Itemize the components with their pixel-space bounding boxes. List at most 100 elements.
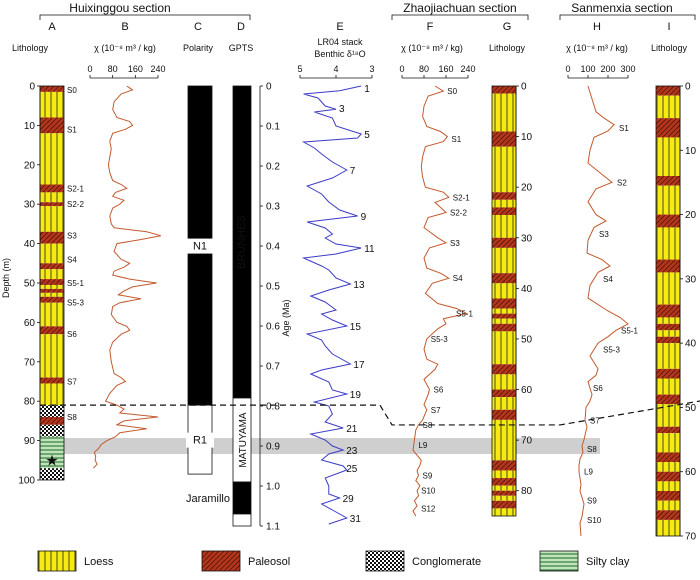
mis-label: 31	[350, 514, 362, 525]
huixinggou-chi-tick-label: 0	[87, 64, 92, 74]
zhaojiachuan-layer-paleosol	[492, 490, 516, 496]
sanmenxia-chi-plot: 0 100 200 300 S1 S2 S3 S4 S5-1 S5-3 S6 S7 S8 L9 S9 S10	[565, 64, 638, 537]
zhaojiachuan-depth-axis: 0 10 20 30 40 50 60 70 80	[515, 82, 533, 497]
zhaojiachuan-layer-paleosol	[492, 389, 516, 398]
huixinggou-layer-loess	[40, 292, 64, 297]
column-label-a: Lithology	[12, 43, 49, 53]
column-label-h: χ (10⁻⁸ m³ / kg)	[566, 43, 628, 53]
huixinggou-soil-label: S4	[67, 255, 77, 264]
gray-band-rect	[40, 438, 600, 454]
mis-label: 11	[364, 244, 375, 255]
huixinggou-layer-conglomerate	[40, 405, 64, 417]
zhaojiachuan-soil-label: S2-2	[450, 208, 467, 217]
column-letter-h: H	[593, 21, 601, 33]
age-tick-label: 0.3	[266, 202, 280, 213]
sanmenxia-layer-loess	[656, 317, 680, 324]
zhaojiachuan-soil-label: S5-3	[431, 335, 448, 344]
huixinggou-depth-tick-label: 0	[29, 82, 35, 93]
legend-label-loess: Loess	[84, 556, 114, 568]
mis-label: 5	[364, 130, 370, 141]
zhaojiachuan-layer-paleosol	[492, 237, 516, 248]
zhaojiachuan-layer-loess	[492, 93, 516, 132]
gpts-chron-label: Jaramillo	[186, 493, 230, 505]
zhaojiachuan-layer-loess	[492, 508, 516, 516]
gray-band	[40, 438, 600, 454]
sanmenxia-soil-label: S10	[587, 516, 602, 525]
zhaojiachuan-layer-paleosol	[492, 323, 516, 332]
polarity-label: N1	[193, 241, 207, 253]
huixinggou-soil-label: S2-1	[67, 184, 84, 193]
sanmenxia-soil-label: S4	[603, 275, 613, 284]
age-tick-label: 0.1	[266, 122, 280, 133]
zhaojiachuan-depth-tick-label: 30	[521, 233, 533, 244]
zhaojiachuan-chi-tick-label: 240	[460, 64, 475, 74]
age-tick-label: 0.2	[266, 162, 280, 173]
huixinggou-layer-loess	[40, 334, 64, 378]
mis-label: 13	[353, 280, 365, 291]
section-title-huixinggou: Huixinggou section	[69, 1, 170, 15]
legend-label-paleosol: Paleosol	[248, 556, 290, 568]
huixinggou-soil-label: S3	[67, 232, 77, 241]
zhaojiachuan-layer-paleosol	[492, 207, 516, 215]
sanmenxia-layer-loess	[656, 95, 680, 119]
zhaojiachuan-layer-paleosol	[492, 192, 516, 200]
mis-label: 1	[364, 84, 370, 95]
gpts-chron-label: MATUYAMA	[238, 412, 249, 468]
zhaojiachuan-depth-tick-label: 50	[521, 334, 533, 345]
huixinggou-depth-tick-label: 40	[24, 239, 36, 250]
huixinggou-chi-curve	[93, 85, 161, 469]
zhaojiachuan-depth-tick-label: 40	[521, 284, 533, 295]
sanmenxia-chi-tick-label: 200	[600, 64, 615, 74]
zhaojiachuan-chi-tick-label: 80	[419, 64, 429, 74]
zhaojiachuan-depth-tick-label: 10	[521, 132, 533, 143]
lr04-chi-tick-label: 5	[297, 64, 302, 74]
huixinggou-layer-paleosol	[40, 377, 64, 384]
sanmenxia-layer-loess	[656, 330, 680, 337]
sanmenxia-chi-curve	[578, 85, 629, 537]
zhaojiachuan-layer-paleosol	[492, 460, 516, 471]
column-label-e: LR04 stack	[317, 37, 363, 47]
huixinggou-soil-label: S8	[67, 413, 77, 422]
zhaojiachuan-layer-loess	[492, 419, 516, 461]
polarity-label: R1	[193, 435, 207, 447]
age-tick-label: 0.5	[266, 282, 280, 293]
age-tick-label: 0.4	[266, 242, 280, 253]
sanmenxia-layer-loess	[656, 481, 680, 491]
sanmenxia-layer-loess	[656, 272, 680, 305]
sanmenxia-chi-tick-label: 0	[565, 64, 570, 74]
gpts-zone-normal	[232, 481, 252, 515]
column-letter-g: G	[503, 21, 512, 33]
section-title-sanmenxia: Sanmenxia section	[571, 1, 672, 15]
sanmenxia-soil-label: S7	[590, 416, 600, 425]
huixinggou-layer-loess	[40, 284, 64, 289]
zhaojiachuan-layer-loess	[492, 199, 516, 208]
age-tick-label: 1.1	[266, 522, 280, 533]
huixinggou-polarity-column: N1 R1	[186, 85, 214, 475]
huixinggou-soil-label: S1	[67, 125, 77, 134]
column-letter-f: F	[427, 21, 434, 33]
sanmenxia-depth-tick-label: 30	[685, 274, 697, 285]
legend-swatch-loess	[37, 550, 77, 572]
legend-swatch-conglomerate	[365, 550, 405, 572]
huixinggou-layer-paleosol	[40, 288, 64, 293]
mis-label: 25	[346, 464, 358, 475]
huixinggou-depth-tick-label: 60	[24, 318, 36, 329]
sanmenxia-depth-tick-label: 40	[685, 339, 697, 350]
age-axis-label: Age (Ma)	[281, 299, 291, 336]
sanmenxia-soil-label: S8	[587, 445, 597, 454]
zhaojiachuan-layer-paleosol	[492, 500, 516, 509]
huixinggou-depth-tick-label: 30	[24, 200, 36, 211]
lr04-d18o-curve	[301, 85, 363, 525]
sanmenxia-soil-label: S5-3	[603, 346, 620, 355]
huixinggou-layer-paleosol	[40, 202, 64, 207]
huixinggou-depth-tick-label: 70	[24, 357, 36, 368]
zhaojiachuan-layer-paleosol	[492, 273, 516, 284]
sanmenxia-layer-paleosol	[656, 510, 680, 520]
zhaojiachuan-layer-loess	[492, 397, 516, 410]
huixinggou-layer-paleosol	[40, 117, 64, 134]
column-label-e2: Benthic δ¹⁸O	[314, 49, 365, 59]
zhaojiachuan-layer-paleosol	[492, 478, 516, 486]
huixinggou-layer-paleosol	[40, 416, 64, 425]
